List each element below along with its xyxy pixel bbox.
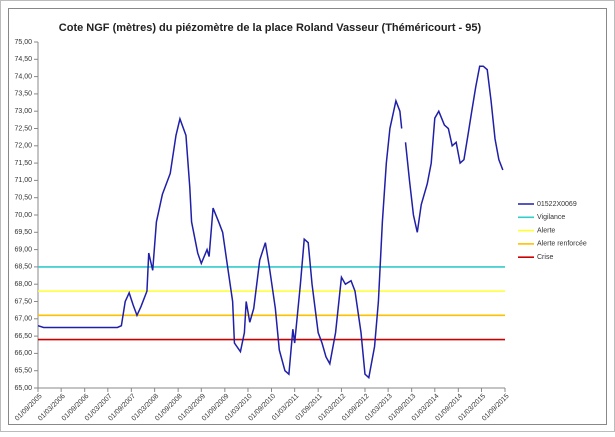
y-tick-label: 72,00 xyxy=(14,143,32,150)
y-tick-label: 72,50 xyxy=(14,125,32,132)
y-tick-label: 69,00 xyxy=(14,246,32,253)
y-tick-label: 67,00 xyxy=(14,316,32,323)
chart-area xyxy=(8,8,607,425)
y-tick-label: 74,00 xyxy=(14,73,32,80)
y-tick-label: 74,50 xyxy=(14,56,32,63)
y-tick-label: 65,50 xyxy=(14,368,32,375)
chart-title: Cote NGF (mètres) du piézomètre de la pl… xyxy=(59,22,482,34)
y-tick-label: 70,00 xyxy=(14,212,32,219)
y-tick-label: 66,00 xyxy=(14,350,32,357)
y-tick-label: 66,50 xyxy=(14,333,32,340)
y-tick-label: 69,50 xyxy=(14,229,32,236)
y-tick-label: 67,50 xyxy=(14,298,32,305)
y-tick-label: 65,00 xyxy=(14,385,32,392)
y-tick-label: 71,50 xyxy=(14,160,32,167)
data-line xyxy=(37,65,504,380)
legend-label: Alerte renforcée xyxy=(537,241,587,248)
y-tick-label: 73,00 xyxy=(14,108,32,115)
legend-label: Crise xyxy=(537,254,553,261)
y-tick-label: 68,00 xyxy=(14,281,32,288)
legend-label: 01522X0069 xyxy=(537,201,577,208)
y-tick-label: 68,50 xyxy=(14,264,32,271)
y-tick-label: 70,50 xyxy=(14,195,32,202)
y-tick-label: 73,50 xyxy=(14,91,32,98)
legend-label: Alerte xyxy=(537,227,555,234)
legend-label: Vigilance xyxy=(537,214,565,221)
y-tick-label: 75,00 xyxy=(14,39,32,46)
y-tick-label: 71,00 xyxy=(14,177,32,184)
